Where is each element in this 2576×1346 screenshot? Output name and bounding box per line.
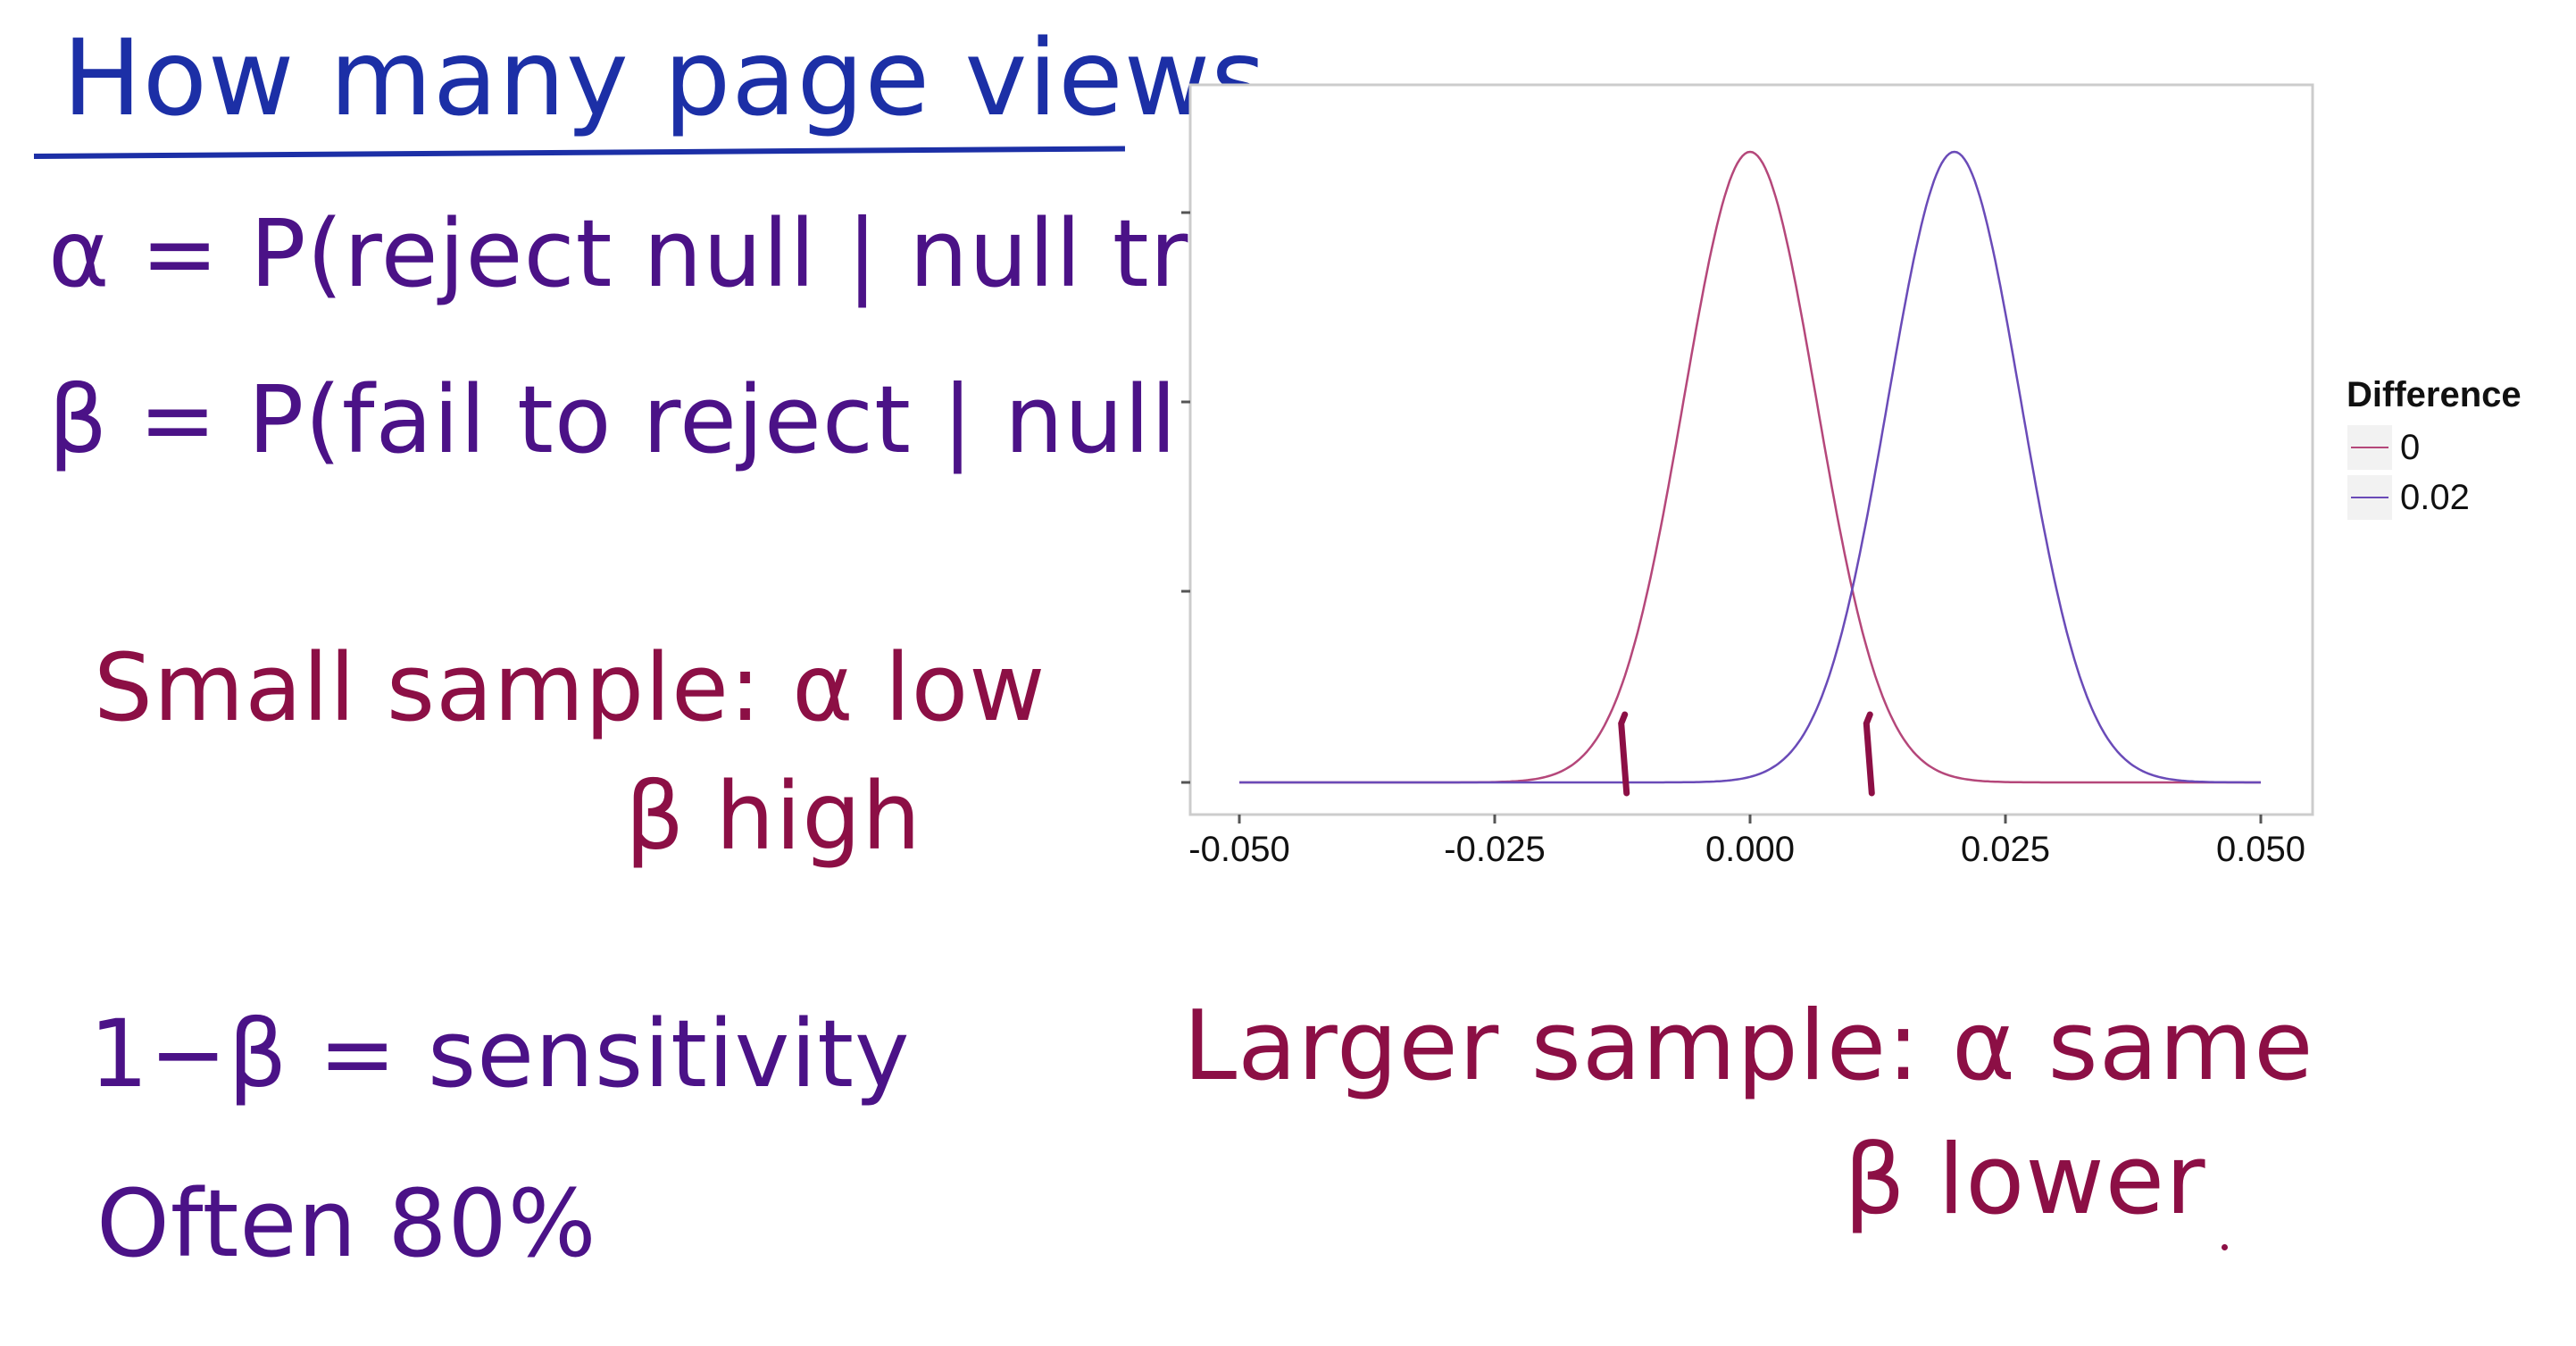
legend-item-0: 0 — [2347, 422, 2522, 472]
critical-mark-0 — [1618, 711, 1630, 797]
plot-panel — [1188, 83, 2314, 816]
legend-label-002: 0.02 — [2400, 477, 2470, 517]
x-tick-label-2: 0.000 — [1705, 830, 1795, 869]
x-axis-ticks — [1238, 815, 2263, 823]
legend-label-0: 0 — [2400, 427, 2421, 467]
x-axis-tick-labels: -0.050 -0.025 0.000 0.025 0.050 — [1188, 830, 2305, 869]
small-sample-beta: β high — [625, 762, 922, 871]
small-sample-alpha: Small sample: α low — [94, 633, 1046, 742]
x-tick-label-3: 0.025 — [1961, 830, 2050, 869]
legend-key-0 — [2347, 424, 2393, 471]
series-line-002 — [1239, 150, 2261, 784]
x-tick-label-1: -0.025 — [1444, 830, 1545, 869]
legend-title: Difference — [2347, 375, 2522, 414]
x-tick-label-0: -0.050 — [1188, 830, 1289, 869]
alpha-definition: α = P(reject null | null true) — [48, 199, 1344, 308]
legend: Difference 0 0.02 — [2347, 375, 2522, 523]
often-note: Often 80% — [96, 1169, 597, 1278]
ink-dot — [2222, 1244, 2228, 1250]
legend-key-002 — [2347, 474, 2393, 521]
critical-marks-layer — [1618, 711, 1875, 797]
sensitivity-note: 1−β = sensitivity — [89, 999, 911, 1108]
critical-mark-1 — [1863, 711, 1875, 797]
larger-sample-alpha: Larger sample: α same — [1183, 991, 2314, 1102]
series-layer — [1239, 150, 2261, 784]
notes-title: How many page views — [63, 16, 1267, 139]
legend-item-002: 0.02 — [2347, 472, 2522, 523]
x-tick-label-4: 0.050 — [2216, 830, 2305, 869]
y-axis-ticks — [1181, 211, 1190, 784]
larger-sample-beta: β lower — [1844, 1124, 2206, 1236]
